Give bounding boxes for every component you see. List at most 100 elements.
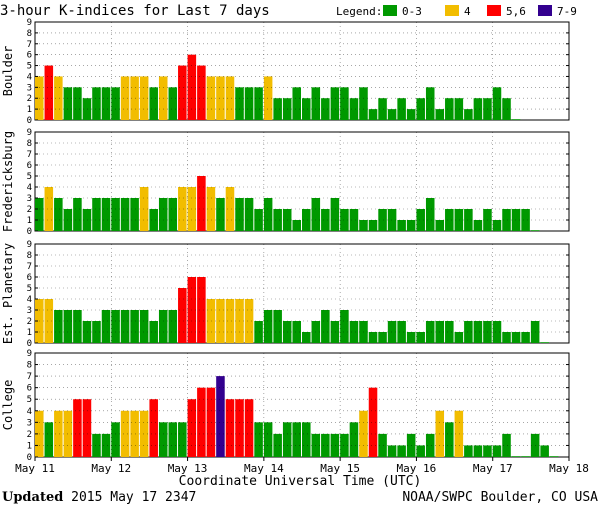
bar: [406, 220, 416, 231]
bar: [92, 433, 101, 457]
bar: [263, 310, 273, 343]
y-tick-label: 8: [27, 361, 32, 371]
y-tick-label: 9: [27, 128, 32, 138]
bar: [130, 310, 139, 343]
y-tick-label: 7: [27, 372, 32, 382]
bar: [216, 76, 225, 120]
bar: [464, 209, 473, 231]
panel-3: 0 12 34 56 78 9 College: [1, 349, 570, 463]
bar: [292, 422, 301, 457]
x-tick-label: May 12: [91, 462, 131, 475]
bar: [540, 342, 549, 343]
bar: [445, 422, 454, 457]
bar: [378, 433, 387, 457]
legend-swatch-3: [538, 5, 552, 16]
bar: [540, 445, 549, 457]
bar: [216, 376, 225, 457]
bar: [502, 332, 511, 343]
bar: [292, 87, 301, 120]
x-tick-label: May 17: [473, 462, 513, 475]
bar: [368, 220, 378, 231]
k-index-chart: 3-hour K-indices for Last 7 days Legend:…: [0, 3, 589, 489]
y-tick-label: 6: [27, 161, 32, 171]
bar: [206, 387, 216, 457]
y-tick-label: 5: [27, 395, 32, 405]
panel-label: Est. Planetary: [1, 243, 15, 344]
bar: [197, 176, 206, 231]
bar: [292, 220, 301, 231]
bar: [387, 209, 397, 231]
bar: [302, 422, 311, 457]
bar: [111, 198, 120, 231]
bar: [206, 76, 216, 120]
bar: [244, 198, 254, 231]
bar: [54, 410, 63, 457]
bar: [368, 109, 378, 120]
y-tick-label: 2: [27, 205, 32, 215]
bar: [549, 456, 559, 457]
bar: [101, 87, 111, 120]
bar: [63, 87, 73, 120]
bar: [168, 198, 178, 231]
y-tick-label: 8: [27, 251, 32, 261]
bar: [254, 209, 263, 231]
bar: [387, 109, 397, 120]
bar: [92, 87, 101, 120]
bar: [340, 87, 349, 120]
bar: [321, 98, 330, 120]
x-axis: May 11 May 12 May 13 May 14 May 15 May 16 May …: [15, 457, 589, 475]
bar: [349, 422, 359, 457]
bar: [454, 332, 464, 343]
bar: [197, 277, 206, 343]
bar: [292, 321, 301, 343]
bar: [302, 332, 311, 343]
bar: [321, 209, 330, 231]
bar: [349, 321, 359, 343]
updated-label: Updated: [2, 490, 64, 505]
bar: [254, 422, 263, 457]
bar: [330, 198, 340, 231]
bar: [321, 310, 330, 343]
bar: [387, 445, 397, 457]
bar: [321, 433, 330, 457]
bar: [92, 321, 101, 343]
bar: [340, 310, 349, 343]
y-tick-label: 1: [27, 216, 32, 226]
bar: [73, 198, 82, 231]
bar: [397, 321, 406, 343]
bar: [120, 76, 130, 120]
y-tick-label: 4: [27, 183, 32, 193]
bar: [378, 98, 387, 120]
y-tick-label: 0: [27, 227, 32, 237]
y-tick-label: 3: [27, 83, 32, 93]
y-tick-label: 6: [27, 51, 32, 61]
y-tick-label: 8: [27, 29, 32, 39]
bar: [406, 332, 416, 343]
bar: [82, 399, 92, 457]
bar: [216, 198, 225, 231]
y-tick-label: 2: [27, 317, 32, 327]
legend-swatch-1: [445, 5, 459, 16]
bar: [359, 87, 368, 120]
bar: [158, 310, 168, 343]
y-tick-label: 5: [27, 62, 32, 72]
bar: [273, 209, 282, 231]
bar: [168, 310, 178, 343]
bar: [340, 209, 349, 231]
bar: [120, 310, 130, 343]
bar: [197, 387, 206, 457]
x-tick-label: May 15: [320, 462, 360, 475]
bar: [130, 76, 139, 120]
bar: [130, 410, 139, 457]
panel-label: Fredericksburg: [1, 131, 15, 232]
bar: [149, 321, 158, 343]
bar: [302, 98, 311, 120]
chart-title: 3-hour K-indices for Last 7 days: [0, 3, 270, 19]
bar: [111, 87, 120, 120]
bar: [139, 410, 149, 457]
bar: [244, 299, 254, 343]
bar: [149, 209, 158, 231]
bar: [378, 332, 387, 343]
bar: [187, 399, 197, 457]
